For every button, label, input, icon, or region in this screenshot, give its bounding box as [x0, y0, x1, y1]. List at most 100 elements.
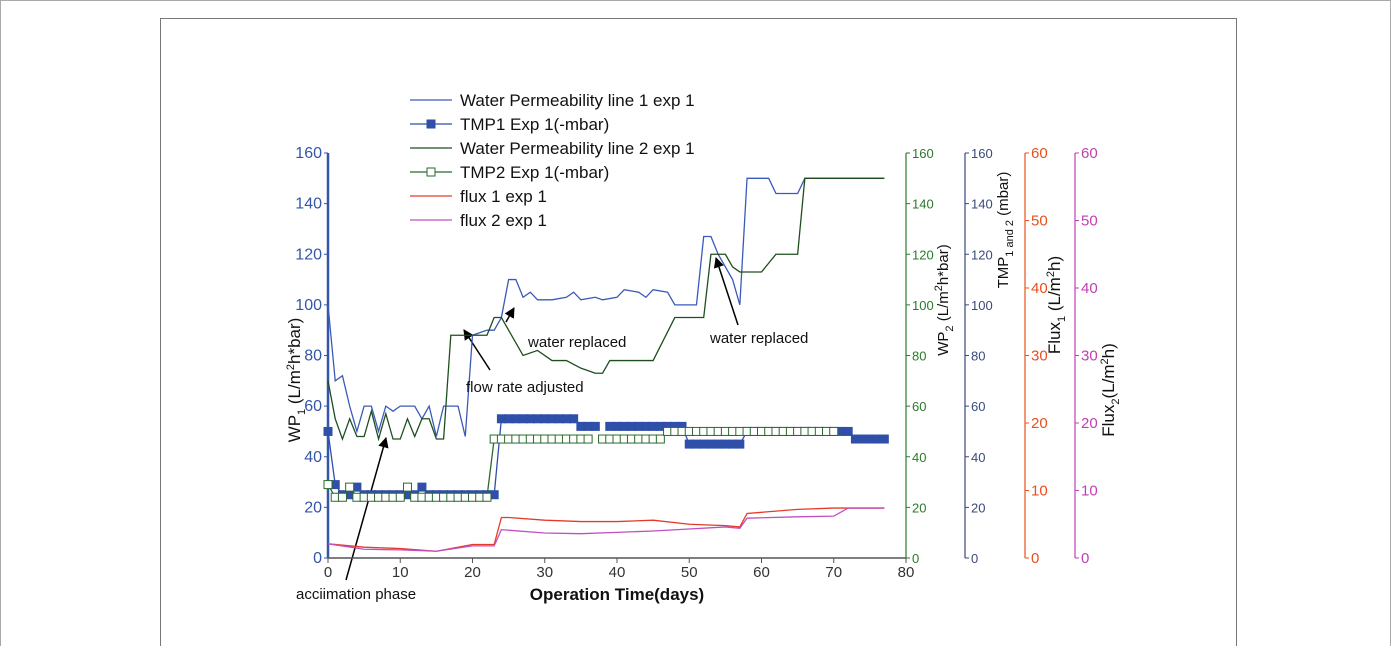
y-tick-label: 60	[971, 399, 985, 414]
x-axis-label: Operation Time(days)	[530, 585, 704, 604]
legend-label: Water Permeability line 1 exp 1	[460, 91, 695, 110]
y-tick-label: 60	[1081, 145, 1098, 162]
y-axis-label-part: (L/m	[935, 291, 952, 325]
y-tick-label: 120	[295, 246, 322, 263]
arrow	[463, 329, 491, 371]
y-tick-label: 60	[912, 399, 926, 414]
y-axis-label-part: h)	[1099, 343, 1118, 358]
legend-label: Water Permeability line 2 exp 1	[460, 139, 695, 158]
legend-label: flux 2 exp 1	[460, 211, 547, 230]
y-tick-label: 80	[971, 349, 985, 364]
x-tick-label: 30	[536, 564, 553, 581]
y-tick-label: 100	[295, 297, 322, 314]
y-tick-label: 40	[304, 449, 322, 466]
y-tick-label: 20	[1031, 415, 1048, 432]
y-tick-label: 120	[912, 247, 934, 262]
y-tick-label: 30	[1081, 348, 1098, 365]
annotation: acciimation phase	[296, 586, 416, 603]
y-tick-label: 50	[1031, 213, 1048, 230]
y-axis-label-part: WP	[935, 332, 952, 356]
point	[402, 482, 412, 492]
point	[583, 434, 593, 444]
y-tick-label: 20	[912, 500, 926, 515]
legend-label: TMP1 Exp 1(-mbar)	[460, 115, 609, 134]
y-axis-label: WP2 (L/m2h*bar)	[933, 244, 956, 355]
y-tick-label: 40	[971, 450, 985, 465]
y-axis-label: TMP1 and 2 (mbar)	[995, 172, 1016, 289]
x-tick-label: 80	[898, 564, 915, 581]
point	[735, 439, 745, 449]
y-tick-label: 20	[304, 499, 322, 516]
y-axis-label-part: WP	[285, 415, 304, 442]
y-tick-label: 20	[971, 500, 985, 515]
y-tick-label: 120	[971, 247, 993, 262]
point	[569, 414, 579, 424]
y-axis-label-part: 2	[1099, 358, 1111, 364]
point	[323, 480, 333, 490]
x-tick-label: 10	[392, 564, 409, 581]
series-line	[327, 177, 885, 442]
y-tick-label: 80	[912, 349, 926, 364]
y-tick-label: 50	[1081, 213, 1098, 230]
y-axis-label-part: 1	[1056, 316, 1068, 322]
point	[337, 492, 347, 502]
x-tick-label: 70	[825, 564, 842, 581]
y-axis-label-part: 1 and 2	[1004, 220, 1016, 257]
y-tick-label: 160	[971, 146, 993, 161]
y-tick-label: 10	[1031, 483, 1048, 500]
y-axis-label: WP1 (L/m2h*bar)	[285, 318, 308, 443]
y-tick-label: 0	[1081, 550, 1089, 567]
point	[395, 492, 405, 502]
point	[417, 482, 427, 492]
y-tick-label: 20	[1081, 415, 1098, 432]
y-tick-label: 40	[912, 450, 926, 465]
arrow	[345, 436, 389, 581]
y-axis-label-part: (L/m	[1099, 365, 1118, 399]
point	[323, 426, 333, 436]
y-tick-label: 160	[912, 146, 934, 161]
series-line	[327, 507, 885, 552]
x-tick-label: 40	[609, 564, 626, 581]
point	[879, 434, 889, 444]
point	[590, 421, 600, 431]
legend-marker	[426, 167, 436, 177]
y-axis-label-part: 2	[1045, 271, 1057, 277]
point	[655, 434, 665, 444]
y-axis-label-part: h*bar)	[935, 244, 952, 285]
arrow	[713, 257, 739, 326]
legend-label: flux 1 exp 1	[460, 187, 547, 206]
y-tick-label: 140	[912, 197, 934, 212]
y-axis-label-part: Flux	[1099, 404, 1118, 437]
y-tick-label: 30	[1031, 348, 1048, 365]
y-tick-label: 140	[971, 197, 993, 212]
x-tick-label: 0	[324, 564, 332, 581]
legend-marker	[426, 119, 436, 129]
y-tick-label: 100	[912, 298, 934, 313]
point	[345, 482, 355, 492]
y-tick-label: 140	[295, 196, 322, 213]
y-tick-label: 160	[295, 145, 322, 162]
y-tick-label: 100	[971, 298, 993, 313]
y-axis-label: Flux1 (L/m2h)	[1045, 256, 1068, 354]
y-tick-label: 0	[1031, 550, 1039, 567]
arrow	[504, 307, 515, 323]
x-tick-label: 60	[753, 564, 770, 581]
legend-label: TMP2 Exp 1(-mbar)	[460, 163, 609, 182]
y-axis-label-part: h)	[1045, 256, 1064, 271]
y-axis-label-part: Flux	[1045, 322, 1064, 355]
series-line	[327, 177, 885, 437]
y-axis-label-part: (mbar)	[995, 172, 1012, 220]
y-axis-label-part: h*bar)	[285, 318, 304, 364]
annotation: flow rate adjusted	[466, 379, 584, 396]
y-axis-label-part: (L/m	[285, 370, 304, 409]
y-tick-label: 40	[1081, 280, 1098, 297]
y-axis-label-part: 2	[944, 325, 956, 331]
x-tick-label: 50	[681, 564, 698, 581]
x-tick-label: 20	[464, 564, 481, 581]
y-axis-label-part: 2	[285, 364, 297, 370]
y-tick-label: 60	[304, 398, 322, 415]
point	[843, 426, 853, 436]
y-tick-label: 40	[1031, 280, 1048, 297]
annotation: water replaced	[527, 334, 626, 351]
